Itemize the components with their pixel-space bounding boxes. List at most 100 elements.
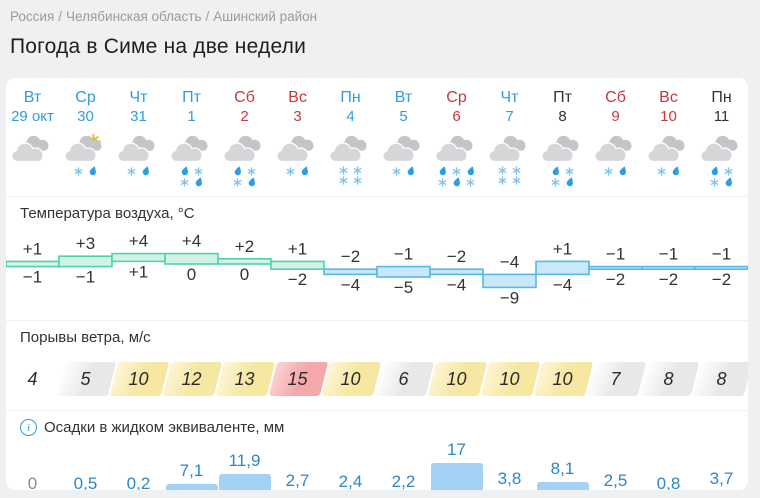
day-name: Ср: [75, 89, 96, 106]
day-column-header[interactable]: Вс 3: [271, 88, 324, 134]
day-name: Пн: [711, 89, 732, 106]
temperature-band-segment: [217, 257, 272, 265]
precipitation-value: 7,1: [179, 461, 204, 480]
precipitation-value: 17: [447, 440, 466, 459]
precipitation-value: 8,1: [550, 459, 575, 478]
weather-icon-cloudy-sun-sleet: [59, 134, 112, 196]
day-name: Чт: [500, 89, 519, 106]
cloud-icon: [169, 135, 208, 163]
precipitation-section-title: Осадки в жидком эквиваленте, мм: [44, 419, 285, 436]
wind-gust-value: 10: [340, 369, 361, 389]
temp-max-label: −1: [659, 245, 678, 264]
temperature-band-segment: [535, 260, 590, 276]
precipitation-cell: 0,2: [112, 440, 165, 490]
precipitation-cell: 3,7: [695, 440, 748, 490]
precip-glyphs: [339, 166, 362, 185]
forecast-card: Вт 29 окт Ср 30 Чт 31 Пт 1 Сб 2 Вс 3 Пн 4 Вт 5 Ср 6 Чт 7 Пт 8…: [6, 78, 748, 490]
wind-gust-value: 13: [234, 369, 255, 389]
wind-gust-value: 8: [663, 369, 674, 389]
precipitation-cell: 2,4: [324, 440, 377, 490]
precipitation-section: i Осадки в жидком эквиваленте, мм 0 0,5 0,…: [6, 410, 748, 490]
precipitation-cell: 2,5: [589, 440, 642, 490]
breadcrumb-item[interactable]: Россия: [10, 9, 55, 24]
day-name: Пт: [553, 89, 572, 106]
page-header: Россия / Челябинская область / Ашинский райо…: [0, 0, 760, 78]
cloud-icon: [540, 135, 579, 163]
temp-min-label: −2: [659, 270, 678, 289]
cloud-icon: [593, 135, 632, 163]
temp-max-label: +1: [288, 239, 307, 258]
day-column-header[interactable]: Сб 9: [589, 88, 642, 134]
temp-max-label: +4: [182, 232, 201, 251]
day-name: Вс: [659, 89, 678, 106]
precip-glyphs: [392, 166, 415, 176]
snowflake-icon: [194, 166, 203, 176]
wind-gust-cell: 12: [162, 362, 223, 396]
snowflake-icon: [247, 166, 256, 176]
temp-max-label: −1: [606, 245, 625, 264]
day-column-header[interactable]: Пн 4: [324, 88, 377, 134]
precipitation-value: 2,5: [603, 471, 628, 490]
day-column-header[interactable]: Вс 10: [642, 88, 695, 134]
temp-min-label: −1: [23, 268, 42, 287]
temp-min-label: −4: [553, 275, 572, 294]
wind-gust-cell: 8: [692, 362, 748, 396]
precipitation-bar: [165, 484, 218, 490]
day-column-header[interactable]: Чт 31: [112, 88, 165, 134]
cloud-icon: [275, 135, 314, 163]
snowflake-icon: [551, 177, 560, 187]
day-column-header[interactable]: Ср 6: [430, 88, 483, 134]
precipitation-value: 11,9: [228, 451, 261, 470]
snowflake-icon: [339, 176, 348, 185]
wind-gust-value: 12: [181, 369, 202, 389]
weather-icon-cloudy-heavy-sleet: [695, 134, 748, 196]
precipitation-bar: [218, 474, 271, 490]
day-column-header[interactable]: Пн 11: [695, 88, 748, 134]
temp-max-label: +2: [235, 237, 254, 256]
raindrop-icon: [619, 166, 626, 176]
wind-section-title: Порывы ветра, м/с: [20, 329, 151, 346]
precipitation-value: 3,7: [709, 469, 734, 488]
raindrop-icon: [453, 177, 460, 187]
day-column-header[interactable]: Пт 8: [536, 88, 589, 134]
info-icon[interactable]: i: [20, 419, 37, 436]
day-column-header[interactable]: Ср 30: [59, 88, 112, 134]
wind-gust-cell: 10: [533, 362, 594, 396]
temp-max-label: +4: [129, 232, 148, 251]
weather-icon-cloudy-heavy-sleet: [165, 134, 218, 196]
snowflake-icon: [724, 166, 733, 176]
precipitation-row: 0 0,5 0,2 7,1 11,9 2,7 2,4 2,2 17 3,8 8,1 2,5 0,8 3,7: [6, 440, 748, 490]
day-column-header[interactable]: Сб 2: [218, 88, 271, 134]
raindrop-icon: [711, 166, 718, 176]
weather-icon-cloudy-sleet: [271, 134, 324, 196]
snowflake-icon: [710, 177, 719, 187]
snowflake-icon: [498, 176, 507, 185]
breadcrumb-item[interactable]: Челябинская область: [66, 9, 202, 24]
weather-icon-cloudy-heavy-sleet: [536, 134, 589, 196]
precipitation-cell: 2,7: [271, 440, 324, 490]
day-date: 9: [611, 108, 620, 125]
wind-gust-value: 5: [80, 369, 91, 389]
wind-gust-cell: 5: [56, 362, 117, 396]
temp-min-label: −2: [288, 270, 307, 289]
precip-glyphs: [127, 166, 150, 176]
day-column-header[interactable]: Чт 7: [483, 88, 536, 134]
day-column-header[interactable]: Пт 1: [165, 88, 218, 134]
snowflake-icon: [233, 177, 242, 187]
raindrop-icon: [142, 166, 149, 176]
day-column-header[interactable]: Вт 5: [377, 88, 430, 134]
precip-glyphs: [438, 166, 475, 187]
breadcrumb-separator: /: [205, 9, 210, 24]
temperature-section-title: Температура воздуха, °C: [20, 205, 195, 222]
breadcrumb-item[interactable]: Ашинский район: [213, 9, 318, 24]
snowflake-icon: [498, 166, 507, 175]
weather-icon-cloudy-snow: [483, 134, 536, 196]
raindrop-icon: [407, 166, 414, 176]
temp-max-label: +1: [23, 239, 42, 258]
precip-glyphs: [286, 166, 309, 176]
day-date: 3: [293, 108, 302, 125]
cloud-icon: [434, 135, 473, 163]
day-column-header[interactable]: Вт 29 окт: [6, 88, 59, 134]
temp-min-label: −4: [341, 275, 360, 294]
precipitation-cell: 0,5: [59, 440, 112, 490]
